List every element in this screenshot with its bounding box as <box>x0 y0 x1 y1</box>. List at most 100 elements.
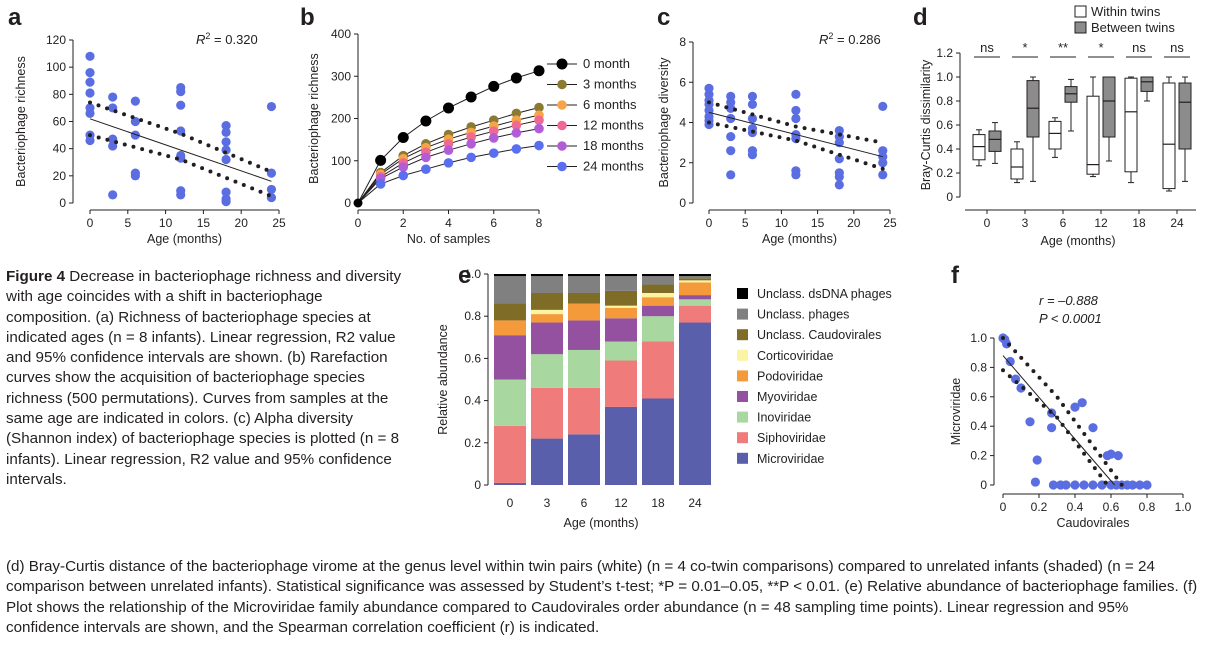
bar-segment <box>568 274 600 277</box>
y-axis-label: Microviridae <box>949 378 963 445</box>
bar-segment <box>605 274 637 277</box>
legend-marker <box>557 141 567 151</box>
caption-text-bottom: (d) Bray-Curtis distance of the bacterio… <box>6 558 1198 636</box>
series-point <box>488 80 500 92</box>
series-point <box>421 164 431 174</box>
x-tick-label: 3 <box>1022 216 1029 230</box>
box-within <box>1124 77 1138 173</box>
legend-label: Unclass. dsDNA phages <box>757 287 892 301</box>
panel-letter-e: e <box>458 262 471 289</box>
box-within <box>1162 82 1176 190</box>
x-axis-label: Age (months) <box>147 232 222 246</box>
series-point <box>421 152 431 163</box>
sig-label: * <box>1022 40 1027 55</box>
legend-label: Microviridae <box>757 452 824 466</box>
legend-swatch <box>1074 21 1087 34</box>
x-tick-label: 24 <box>1170 216 1184 230</box>
series-point <box>534 102 544 113</box>
x-tick-label: 3 <box>544 496 551 510</box>
x-tick-label: 2 <box>400 216 407 230</box>
panel-letter-a: a <box>8 4 22 31</box>
x-tick-label: 0 <box>984 216 991 230</box>
data-point <box>1061 480 1071 490</box>
legend-swatch <box>737 452 748 464</box>
y-tick-label: 2 <box>679 156 686 170</box>
data-point <box>176 153 186 163</box>
x-axis-label: Age (months) <box>1040 234 1115 248</box>
bar-segment <box>568 276 600 293</box>
x-tick-label: 6 <box>581 496 588 510</box>
bar-segment <box>494 335 526 380</box>
y-tick-label: 100 <box>46 60 66 74</box>
bar-segment <box>494 303 526 321</box>
y-tick-label: 200 <box>331 112 351 126</box>
series-point <box>398 170 409 181</box>
x-axis-label: Age (months) <box>563 516 638 530</box>
bar-segment <box>642 284 674 293</box>
bar-segment <box>679 299 711 306</box>
legend-swatch <box>737 308 748 320</box>
y-tick-label: 0.4 <box>970 419 987 433</box>
y-tick-label: 0.4 <box>464 394 481 408</box>
y-tick-label: 0 <box>474 478 481 492</box>
data-point <box>176 190 186 200</box>
bar-segment <box>568 387 600 435</box>
y-axis-label: Bacteriophage diversity <box>657 57 671 188</box>
x-tick-label: 1.0 <box>1175 500 1192 514</box>
bar-segment <box>605 276 637 291</box>
data-point <box>726 131 736 142</box>
x-tick-label: 0.8 <box>1139 500 1156 514</box>
bar-segment <box>605 341 637 361</box>
caption-text-left: Decrease in bacteriophage richness and d… <box>6 268 402 488</box>
y-tick-label: 0.2 <box>970 449 987 463</box>
legend-label: 12 months <box>583 118 644 133</box>
x-tick-label: 18 <box>651 496 665 510</box>
x-tick-label: 6 <box>490 216 497 230</box>
sig-label: ns <box>1170 40 1184 55</box>
y-tick-label: 0.8 <box>464 309 481 323</box>
data-point <box>747 99 758 109</box>
y-tick-label: 0 <box>59 196 66 210</box>
y-tick-label: 0.2 <box>936 166 953 180</box>
legend-label: 0 month <box>583 56 630 71</box>
data-point <box>791 105 801 116</box>
y-tick-label: 60 <box>53 115 67 129</box>
data-point <box>130 96 140 106</box>
x-tick-label: 18 <box>1132 216 1146 230</box>
data-point <box>1088 480 1098 490</box>
bar-segment <box>531 274 563 277</box>
data-point <box>1070 402 1080 412</box>
data-point <box>747 91 758 101</box>
bar-segment <box>568 434 600 485</box>
x-axis-label: Caudovirales <box>1057 516 1130 530</box>
data-point <box>108 92 118 102</box>
data-point <box>834 172 844 182</box>
bar-segment <box>679 295 711 300</box>
bar-segment <box>531 387 563 439</box>
x-tick-label: 6 <box>1060 216 1067 230</box>
series-point <box>511 108 522 119</box>
sig-label: ns <box>980 40 994 55</box>
data-point <box>266 184 277 195</box>
data-point <box>85 135 95 146</box>
y-tick-label: 400 <box>331 27 351 41</box>
data-point <box>747 150 758 160</box>
series-point <box>420 115 432 127</box>
x-axis-label: No. of samples <box>407 232 490 246</box>
box-between <box>988 130 1002 152</box>
legend-label: Unclass. phages <box>757 308 849 322</box>
series-point <box>443 145 454 155</box>
r2-annotation-c: R2 = 0.286 <box>819 31 881 47</box>
data-point <box>85 108 95 118</box>
y-tick-label: 80 <box>53 87 67 101</box>
y-tick-label: 8 <box>679 35 686 49</box>
y-tick-label: 100 <box>331 154 351 168</box>
y-tick-label: 1.2 <box>936 46 953 60</box>
y-axis-label: Bacteriophage richness <box>307 53 321 184</box>
x-tick-label: 4 <box>445 216 452 230</box>
data-point <box>1135 480 1145 490</box>
data-point <box>85 77 95 87</box>
series-point <box>466 132 476 142</box>
box-between <box>1102 76 1116 138</box>
data-point <box>176 87 186 97</box>
